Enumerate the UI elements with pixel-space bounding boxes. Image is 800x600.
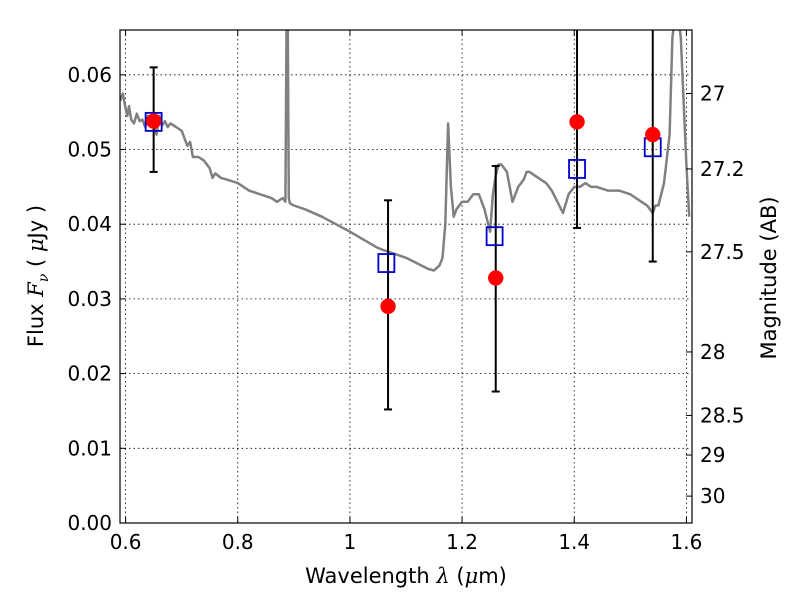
x-tick-label: 1.6 (670, 530, 702, 554)
model-point (377, 253, 396, 273)
y2-tick-label: 27.2 (700, 157, 745, 181)
x-tick-label: 1.4 (558, 530, 590, 554)
y-tick-label: 0.02 (67, 362, 112, 386)
y2-tick-label: 29 (700, 443, 725, 467)
x-tick-label: 1 (344, 530, 357, 554)
model-point (568, 159, 586, 179)
y2-tick-label: 30 (700, 484, 725, 508)
y2-tick-label: 28.5 (700, 403, 745, 427)
x-tick-label: 0.8 (222, 530, 254, 554)
y-tick-label: 0.06 (67, 63, 112, 87)
data-layer (120, 30, 691, 411)
y2-tick-label: 27.5 (700, 240, 745, 264)
observed-point (644, 126, 661, 143)
y2-tick-label: 28 (700, 340, 725, 364)
model-point (144, 111, 163, 132)
spectrum-line (120, 30, 691, 272)
y-axis-title: Flux Fν ( μJy ) (24, 205, 52, 347)
observed-point (380, 298, 396, 315)
observed-point (569, 114, 585, 130)
y2-axis-title: Magnitude (AB) (757, 196, 781, 359)
plot-background (120, 30, 692, 523)
x-tick-label: 1.2 (446, 530, 478, 554)
model-point (485, 226, 504, 247)
y-tick-label: 0.01 (67, 436, 112, 460)
observed-point (487, 270, 504, 286)
y-tick-label: 0.04 (67, 212, 112, 236)
observed-point (145, 113, 162, 129)
y-tick-label: 0.00 (67, 511, 112, 535)
y-tick-label: 0.03 (67, 287, 112, 311)
x-tick-label: 0.6 (110, 530, 142, 554)
x-axis-title: Wavelength λ (μm) (305, 564, 507, 588)
y2-tick-label: 27 (700, 81, 725, 105)
plot-frame (119, 29, 693, 524)
axes: 0.6 0.8 1 1.2 1.4 1.6 0.00 0.01 0.02 0.03 0.04 0.05… (67, 30, 745, 554)
y-tick-label: 0.05 (67, 138, 112, 162)
